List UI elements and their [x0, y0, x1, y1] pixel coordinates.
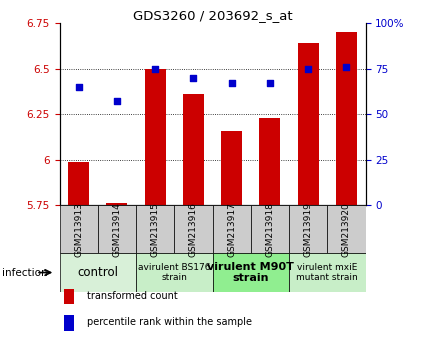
Point: [75, 84, 82, 90]
Bar: [60, 205, 98, 253]
Bar: [289, 253, 366, 292]
Text: GSM213919: GSM213919: [303, 202, 313, 257]
Bar: [136, 253, 212, 292]
Text: avirulent BS176
strain: avirulent BS176 strain: [138, 263, 210, 282]
Bar: [68, 161, 89, 205]
Point: [152, 66, 159, 72]
Text: virulent M90T
strain: virulent M90T strain: [207, 262, 294, 283]
Bar: [212, 253, 289, 292]
Point: [343, 64, 350, 70]
Text: GSM213915: GSM213915: [150, 202, 160, 257]
Text: GSM213916: GSM213916: [189, 202, 198, 257]
Bar: [136, 205, 174, 253]
Text: GSM213918: GSM213918: [265, 202, 275, 257]
Bar: [144, 69, 166, 205]
Text: control: control: [77, 266, 118, 279]
Text: GSM213914: GSM213914: [112, 202, 122, 257]
Text: GSM213920: GSM213920: [342, 202, 351, 257]
Point: [113, 98, 120, 104]
Bar: [251, 205, 289, 253]
Bar: [259, 118, 280, 205]
Text: GDS3260 / 203692_s_at: GDS3260 / 203692_s_at: [133, 9, 292, 22]
Bar: [298, 43, 319, 205]
Point: [190, 75, 197, 80]
Text: infection: infection: [2, 268, 48, 278]
Bar: [221, 131, 242, 205]
Text: transformed count: transformed count: [87, 291, 178, 301]
Text: percentile rank within the sample: percentile rank within the sample: [87, 317, 252, 327]
Bar: [60, 253, 136, 292]
Text: virulent mxiE
mutant strain: virulent mxiE mutant strain: [296, 263, 358, 282]
Point: [228, 80, 235, 86]
Bar: [327, 205, 366, 253]
Bar: [212, 205, 251, 253]
Text: GSM213917: GSM213917: [227, 202, 236, 257]
Bar: [183, 94, 204, 205]
Point: [266, 80, 273, 86]
Text: GSM213913: GSM213913: [74, 202, 83, 257]
Point: [305, 66, 312, 72]
Bar: [289, 205, 327, 253]
Bar: [336, 32, 357, 205]
Bar: [174, 205, 212, 253]
Bar: [98, 205, 136, 253]
Bar: [106, 204, 128, 205]
